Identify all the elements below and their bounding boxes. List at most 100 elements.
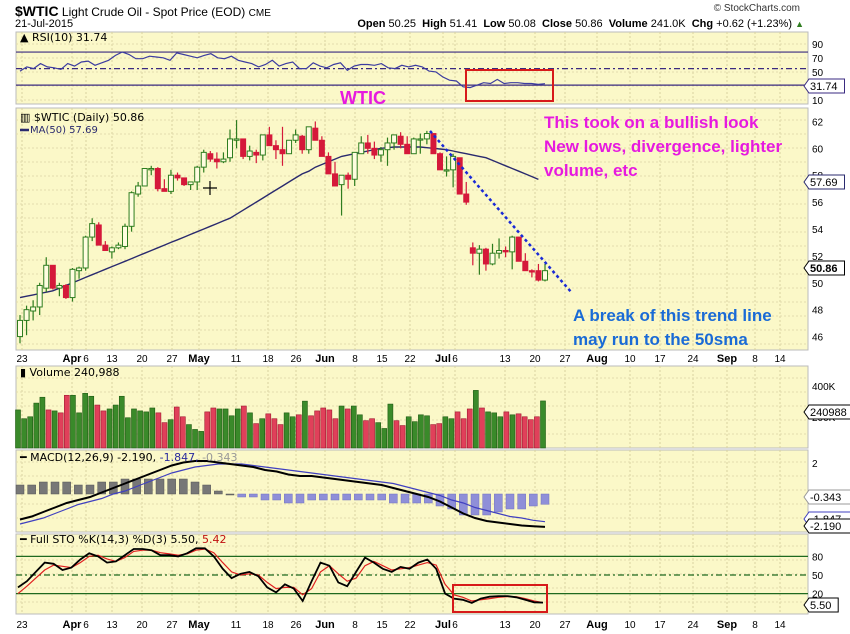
candlestick — [292, 134, 299, 141]
candlestick — [122, 225, 128, 247]
volume-bar — [448, 418, 455, 449]
volume-bar — [399, 425, 406, 449]
highlight-box-rsi — [465, 69, 554, 102]
chart-date: 21-Jul-2015 — [15, 18, 74, 30]
volume-bar — [405, 416, 412, 449]
rsi-label: ▲ RSI(10) 31.74 — [20, 31, 107, 44]
x-tick-label: 13 — [499, 354, 511, 365]
candlestick — [528, 270, 535, 273]
volume-bar — [363, 420, 369, 449]
volume-bar — [289, 416, 296, 449]
ma-label: MA(50) 57.69 — [30, 125, 98, 136]
x-tick-label: 10 — [624, 620, 636, 631]
candlestick — [358, 142, 365, 155]
volume-bar — [143, 411, 149, 449]
macd-histogram-bar — [319, 493, 328, 501]
x-tick-label: Jun — [315, 353, 335, 365]
last-value-tag: 57.69 — [810, 177, 838, 189]
x-tick-label: May — [188, 619, 210, 631]
volume-tick: 400K — [812, 382, 836, 393]
candlestick — [115, 244, 122, 249]
candlestick — [338, 174, 345, 186]
candlestick — [43, 264, 50, 289]
macd-histogram-bar — [27, 484, 36, 495]
low-value: 50.08 — [508, 18, 536, 30]
macd-histogram-bar — [260, 493, 270, 501]
x-tick-label: Jul — [435, 353, 451, 365]
high-value: 51.41 — [449, 18, 478, 30]
candlestick — [305, 126, 312, 151]
volume-bar — [167, 419, 174, 449]
price-tick: 62 — [812, 117, 824, 128]
macd-histogram-bar — [202, 484, 211, 495]
candlestick — [482, 248, 489, 265]
volume-bar — [234, 408, 241, 449]
x-tick-label: Sep — [717, 619, 737, 631]
volume-bar — [381, 428, 388, 449]
x-tick-label: Aug — [586, 619, 607, 631]
candlestick — [325, 155, 332, 175]
candlestick — [345, 174, 352, 180]
x-tick-label: 6 — [452, 354, 458, 365]
x-tick-label: 13 — [499, 620, 511, 631]
volume-bar — [534, 416, 540, 449]
x-tick-label: 20 — [136, 354, 148, 365]
candlestick — [23, 309, 30, 321]
candlestick — [102, 244, 109, 252]
x-tick-label: 26 — [290, 620, 302, 631]
x-tick-label: 18 — [262, 620, 274, 631]
x-tick-label: 14 — [774, 354, 786, 365]
x-tick-label: 17 — [654, 620, 666, 631]
volume-bar — [332, 418, 339, 449]
rsi-tick: 10 — [812, 96, 824, 107]
sto-label: ━ Full STO %K(14,3) %D(3) 5.50, 5.42 — [19, 533, 227, 546]
macd-histogram-bar — [15, 484, 25, 495]
volume-bar — [180, 416, 186, 449]
candlestick — [502, 250, 509, 253]
macd-histogram-bar — [330, 493, 340, 501]
volume-bar — [540, 400, 546, 449]
volume-bar — [424, 415, 430, 449]
x-tick-label: 27 — [166, 620, 178, 631]
volume-bar — [253, 423, 259, 449]
volume-bar — [106, 408, 113, 449]
volume-bar — [27, 416, 34, 449]
macd-histogram-bar — [354, 493, 363, 501]
candlestick — [410, 138, 417, 155]
rsi-line — [19, 51, 546, 89]
volume-bar — [161, 422, 168, 449]
candlestick — [476, 248, 483, 254]
crosshair-icon — [203, 181, 217, 195]
low-label: Low — [483, 18, 506, 30]
open-label: Open — [357, 18, 386, 30]
candlestick — [181, 177, 188, 186]
candlestick — [69, 268, 76, 299]
annotation-trendline: A break of this trend line may run to th… — [573, 304, 772, 352]
annotation-wtic: WTIC — [340, 88, 386, 108]
candlestick — [240, 138, 247, 157]
highlight-box-sto — [452, 584, 548, 613]
ohlc-summary: Open 50.25 High 51.41 Low 50.08 Close 50… — [357, 18, 804, 30]
candlestick — [364, 142, 371, 149]
macd-histogram-bar — [74, 484, 83, 495]
volume-bar — [70, 394, 76, 449]
candlestick — [89, 223, 96, 238]
volume-bar — [442, 416, 449, 449]
candlestick — [489, 252, 496, 265]
candlestick — [259, 134, 266, 156]
candlestick — [318, 139, 325, 157]
candlestick — [450, 155, 457, 171]
candlestick — [56, 284, 63, 289]
high-label: High — [422, 18, 447, 30]
candlestick — [279, 149, 286, 155]
x-tick-label: Apr — [63, 353, 83, 365]
x-tick-label: May — [188, 353, 210, 365]
x-tick-label: 23 — [16, 620, 28, 631]
x-tick-label: 22 — [404, 354, 416, 365]
annotation-line: volume, etc — [544, 161, 638, 180]
rsi-tick: 50 — [812, 68, 824, 79]
last-value-tag: -2.190 — [810, 521, 841, 533]
x-tick-label: 8 — [352, 354, 358, 365]
volume-bar — [137, 410, 143, 449]
